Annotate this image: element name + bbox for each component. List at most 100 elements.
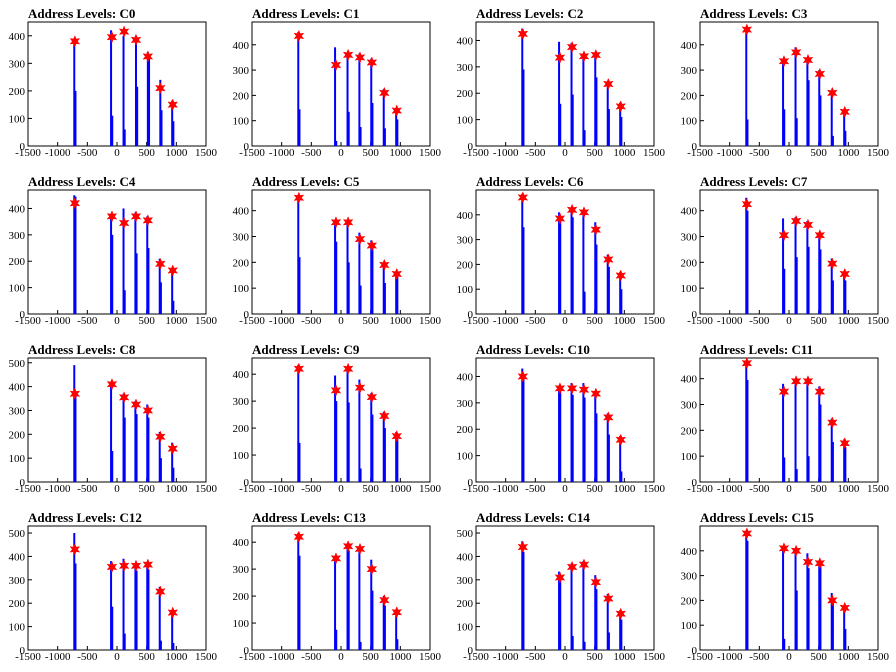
peak-marker xyxy=(378,409,390,423)
y-tick-label: 300 xyxy=(233,232,250,244)
histogram-bar xyxy=(158,258,161,314)
histogram-bar xyxy=(358,53,361,146)
x-tick-label: 1500 xyxy=(643,483,666,495)
histogram-bar xyxy=(334,47,337,146)
x-tick-label: -1500 xyxy=(239,315,265,327)
histogram-bar xyxy=(619,271,622,314)
histogram-bar xyxy=(134,35,137,146)
peak-marker xyxy=(106,560,118,574)
histogram-bar xyxy=(396,119,399,146)
histogram-bar xyxy=(818,232,821,314)
histogram-bar xyxy=(73,38,76,146)
peak-marker xyxy=(615,433,627,446)
peak-marker xyxy=(130,33,142,47)
y-tick-label: 400 xyxy=(457,35,474,47)
peak-marker xyxy=(741,527,753,540)
histogram-bar xyxy=(371,590,374,650)
chart-panel: Address Levels: C9 -1500 -1000 -500 0 500 1000… xyxy=(224,336,448,504)
x-tick-label: 1000 xyxy=(837,315,860,327)
histogram-bar xyxy=(594,52,597,147)
x-tick-label: 1500 xyxy=(195,147,218,159)
x-tick-label: 0 xyxy=(562,651,568,663)
x-tick-label: 500 xyxy=(810,483,827,495)
histogram-bar xyxy=(795,257,798,314)
chart-title: Address Levels: C13 xyxy=(252,510,366,525)
x-tick-label: -1500 xyxy=(687,483,713,495)
y-tick-label: 400 xyxy=(9,31,26,43)
histogram-bar xyxy=(371,102,374,146)
histogram-bar xyxy=(147,417,150,482)
x-tick-label: 1000 xyxy=(165,147,188,159)
x-tick-label: 0 xyxy=(786,147,792,159)
x-tick-label: -500 xyxy=(301,651,322,663)
histogram-bar xyxy=(346,367,349,482)
y-tick-label: 400 xyxy=(681,546,698,558)
chart-title: Address Levels: C7 xyxy=(700,174,808,189)
y-tick-label: 100 xyxy=(681,283,698,295)
peak-marker xyxy=(391,429,403,443)
histogram-bar xyxy=(334,375,337,482)
peak-marker xyxy=(167,606,179,619)
chart-panel: Address Levels: C14 -1500 -1000 -500 0 500 100… xyxy=(448,504,672,672)
plot-frame xyxy=(27,525,207,651)
histogram-bar xyxy=(843,271,846,314)
x-tick-label: -500 xyxy=(749,483,770,495)
peak-marker xyxy=(366,239,378,252)
x-tick-label: 0 xyxy=(562,483,568,495)
x-tick-label: 1500 xyxy=(419,147,442,159)
y-tick-label: 200 xyxy=(233,257,250,269)
histogram-bar xyxy=(745,530,748,650)
histogram-bar xyxy=(559,103,562,146)
histogram-bar xyxy=(559,579,562,650)
histogram-bar xyxy=(807,568,810,650)
x-tick-label: 500 xyxy=(586,651,603,663)
peak-marker xyxy=(142,558,154,571)
histogram-bar xyxy=(122,208,125,314)
histogram-bar xyxy=(583,397,586,482)
x-tick-label: -500 xyxy=(525,147,546,159)
y-tick-label: 300 xyxy=(9,575,26,587)
x-tick-label: 1500 xyxy=(419,315,442,327)
histogram-bar xyxy=(334,221,337,314)
peak-marker xyxy=(342,362,354,375)
x-tick-label: -1000 xyxy=(493,483,519,495)
histogram-bar xyxy=(783,457,786,482)
x-tick-label: -1000 xyxy=(45,147,71,159)
histogram-bar xyxy=(297,532,300,650)
x-tick-label: -1000 xyxy=(45,315,71,327)
plot-frame xyxy=(27,21,207,147)
histogram-bar xyxy=(819,404,822,482)
peak-marker xyxy=(826,86,838,100)
histogram-bar xyxy=(335,401,338,482)
peak-marker xyxy=(118,559,130,572)
histogram-bar xyxy=(606,254,609,314)
plot-frame xyxy=(251,357,431,483)
x-tick-label: 0 xyxy=(114,651,120,663)
histogram-bar xyxy=(619,610,622,650)
histogram-bar xyxy=(606,82,609,146)
x-tick-label: 1000 xyxy=(389,651,412,663)
histogram-bar xyxy=(583,291,586,314)
x-tick-label: -500 xyxy=(749,147,770,159)
x-tick-label: -1500 xyxy=(239,483,265,495)
peak-marker xyxy=(106,378,118,391)
peak-marker xyxy=(167,264,179,277)
histogram-bar xyxy=(110,381,113,482)
histogram-bar xyxy=(831,441,834,482)
histogram-bar xyxy=(147,248,150,314)
peak-marker xyxy=(590,387,602,400)
histogram-bar xyxy=(122,558,125,650)
y-tick-label: 200 xyxy=(9,86,26,98)
x-tick-label: -500 xyxy=(77,315,98,327)
peak-marker xyxy=(106,30,118,44)
plot-frame xyxy=(475,189,655,315)
histogram-bar xyxy=(844,280,847,314)
histogram-bar xyxy=(73,365,76,482)
histogram-bar xyxy=(347,402,350,482)
histogram-bar xyxy=(606,413,609,482)
peak-marker xyxy=(615,269,627,282)
histogram-plot: -1500 -1000 -500 0 500 1000 1500 0 100 200 300 400 xyxy=(233,357,442,495)
y-tick-label: 300 xyxy=(9,405,26,417)
chart-title: Address Levels: C10 xyxy=(476,342,590,357)
histogram-plot: -1500 -1000 -500 0 500 1000 1500 0 100 200 300 400 xyxy=(457,357,666,495)
